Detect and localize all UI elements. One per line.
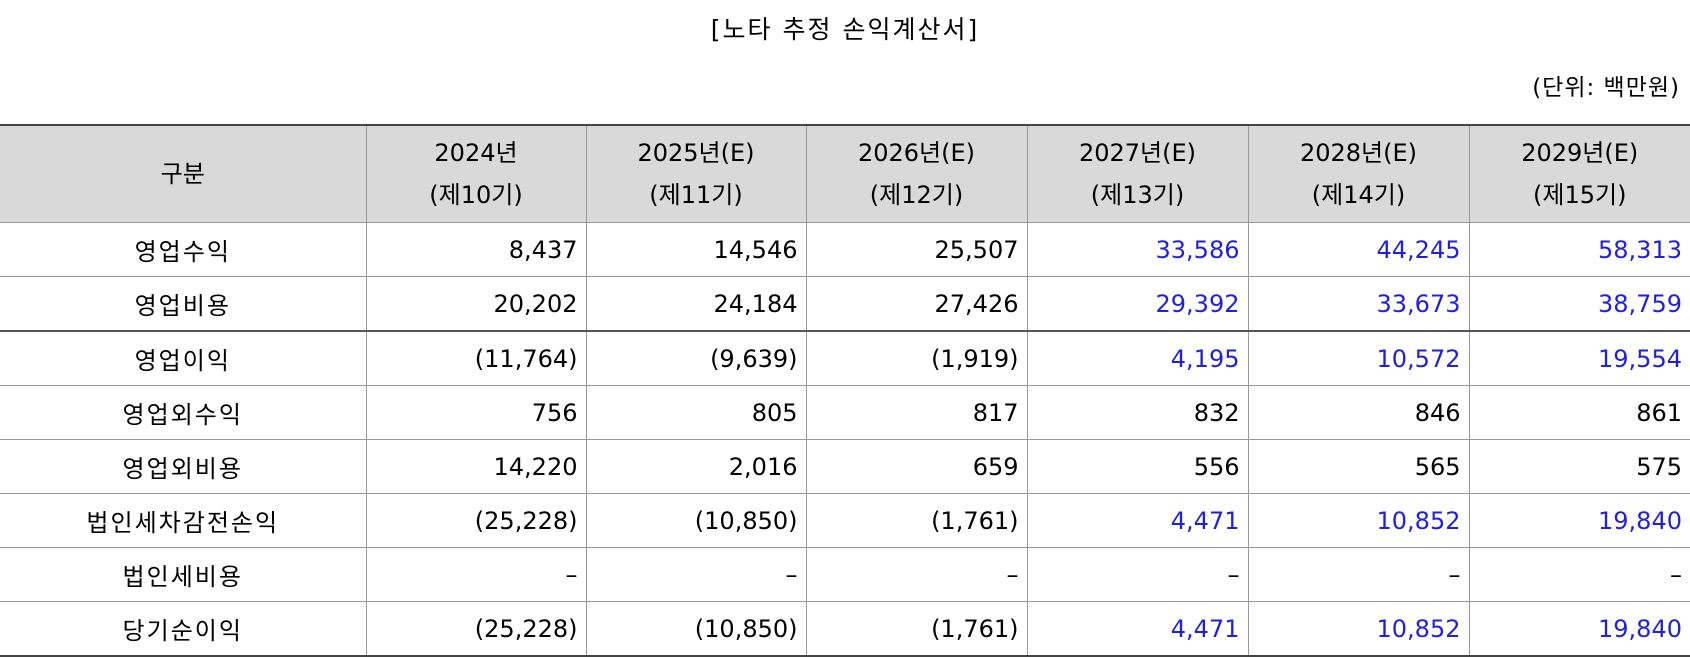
cell-value: 10,852 (1247, 601, 1470, 657)
row-label: 영업수익 (0, 222, 367, 277)
cell-value: 575 (1468, 439, 1690, 494)
cell-value: 805 (585, 385, 807, 440)
cell-value: 4,195 (1026, 330, 1249, 386)
cell-value: 756 (365, 385, 587, 440)
row-label: 법인세비용 (0, 547, 367, 602)
cell-value: 10,572 (1247, 330, 1470, 386)
cell-value: (9,639) (585, 330, 807, 386)
cell-value: – (1247, 547, 1470, 602)
row-label: 법인세차감전손익 (0, 493, 367, 548)
header-col-2024: 2024년 (제10기) (365, 124, 587, 223)
row-label: 영업비용 (0, 276, 367, 332)
cell-value: – (805, 547, 1028, 602)
header-period: (제15기) (1533, 181, 1627, 209)
table-row: 영업수익 8,437 14,546 25,507 33,586 44,245 5… (0, 222, 1690, 277)
cell-value: 20,202 (365, 276, 587, 332)
cell-value: 565 (1247, 439, 1470, 494)
cell-value: 817 (805, 385, 1028, 440)
cell-value: 25,507 (805, 222, 1028, 277)
cell-value: 2,016 (585, 439, 807, 494)
header-year: 2029년(E) (1521, 139, 1639, 167)
row-label: 영업외비용 (0, 439, 367, 494)
cell-value: (1,761) (805, 493, 1028, 548)
table-row: 영업이익 (11,764) (9,639) (1,919) 4,195 10,5… (0, 330, 1690, 386)
cell-value: 24,184 (585, 276, 807, 332)
row-label: 영업이익 (0, 330, 367, 386)
cell-value: – (585, 547, 807, 602)
cell-value: 861 (1468, 385, 1690, 440)
cell-value: 29,392 (1026, 276, 1249, 332)
cell-value: – (1468, 547, 1690, 602)
header-period: (제14기) (1311, 181, 1406, 209)
row-label: 영업외수익 (0, 385, 367, 440)
cell-value: (25,228) (365, 493, 587, 548)
table-row: 법인세차감전손익 (25,228) (10,850) (1,761) 4,471… (0, 493, 1690, 548)
cell-value: 14,546 (585, 222, 807, 277)
header-year: 2027년(E) (1078, 139, 1197, 167)
cell-value: (10,850) (585, 601, 807, 657)
table-row: 영업외수익 756 805 817 832 846 861 (0, 385, 1690, 440)
header-row: 구분 2024년 (제10기) 2025년(E) (제11기) 2026년(E) (제… (0, 124, 1690, 223)
cell-value: 33,586 (1026, 222, 1249, 277)
header-col-2027: 2027년(E) (제13기) (1026, 124, 1249, 223)
cell-value: – (365, 547, 587, 602)
income-statement-table: 구분 2024년 (제10기) 2025년(E) (제11기) 2026년(E) (제… (0, 124, 1690, 657)
header-col-2029: 2029년(E) (제15기) (1468, 124, 1690, 223)
header-category: 구분 (0, 124, 367, 223)
cell-value: 19,840 (1468, 493, 1690, 548)
cell-value: 556 (1026, 439, 1249, 494)
header-col-2026: 2026년(E) (제12기) (805, 124, 1028, 223)
cell-value: 4,471 (1026, 493, 1249, 548)
header-year: 2028년(E) (1299, 139, 1418, 167)
cell-value: 44,245 (1247, 222, 1470, 277)
table-row: 영업외비용 14,220 2,016 659 556 565 575 (0, 439, 1690, 494)
cell-value: 58,313 (1468, 222, 1690, 277)
cell-value: 14,220 (365, 439, 587, 494)
cell-value: (10,850) (585, 493, 807, 548)
header-year: 2026년(E) (857, 139, 976, 167)
header-period: (제10기) (429, 181, 523, 209)
table-title: [노타 추정 손익계산서] (710, 15, 980, 44)
cell-value: 19,840 (1468, 601, 1690, 657)
row-label: 당기순이익 (0, 601, 367, 657)
cell-value: 10,852 (1247, 493, 1470, 548)
header-period: (제11기) (649, 181, 743, 209)
cell-value: 846 (1247, 385, 1470, 440)
unit-note: (단위: 백만원) (1532, 75, 1680, 101)
cell-value: (25,228) (365, 601, 587, 657)
cell-value: (1,919) (805, 330, 1028, 386)
table-row: 당기순이익 (25,228) (10,850) (1,761) 4,471 10… (0, 601, 1690, 657)
cell-value: 832 (1026, 385, 1249, 440)
cell-value: – (1026, 547, 1249, 602)
header-year: 2024년 (434, 139, 518, 167)
header-period: (제13기) (1090, 181, 1185, 209)
header-col-2028: 2028년(E) (제14기) (1247, 124, 1470, 223)
header-col-2025: 2025년(E) (제11기) (585, 124, 807, 223)
table-row: 영업비용 20,202 24,184 27,426 29,392 33,673 … (0, 276, 1690, 332)
table-row: 법인세비용 – – – – – – (0, 547, 1690, 602)
cell-value: 33,673 (1247, 276, 1470, 332)
cell-value: 4,471 (1026, 601, 1249, 657)
cell-value: (1,761) (805, 601, 1028, 657)
cell-value: 659 (805, 439, 1028, 494)
header-year: 2025년(E) (637, 139, 755, 167)
cell-value: 27,426 (805, 276, 1028, 332)
header-period: (제12기) (869, 181, 964, 209)
cell-value: 38,759 (1468, 276, 1690, 332)
cell-value: 8,437 (365, 222, 587, 277)
cell-value: 19,554 (1468, 330, 1690, 386)
cell-value: (11,764) (365, 330, 587, 386)
